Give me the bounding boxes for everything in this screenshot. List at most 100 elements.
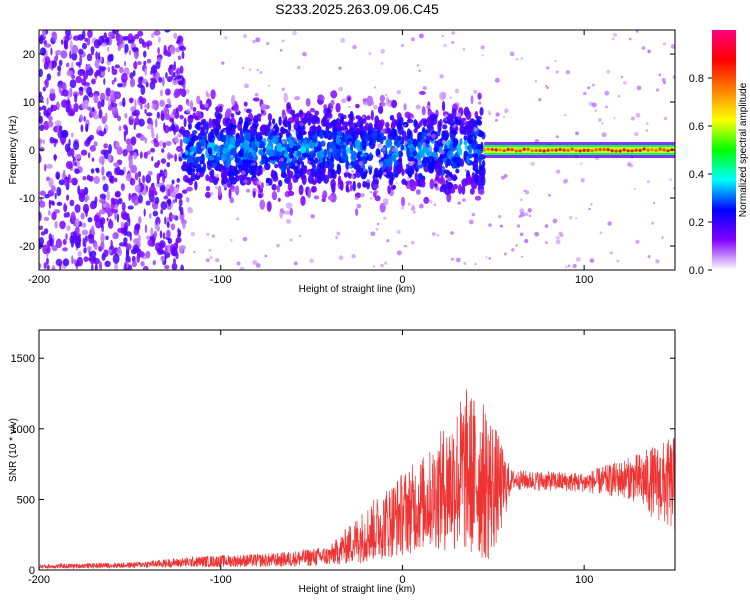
spectrogram-cell xyxy=(255,262,261,268)
spectrogram-cell xyxy=(217,163,224,172)
spectrogram-cell xyxy=(75,75,82,84)
spectrogram-cell xyxy=(385,121,390,129)
spectrogram-cell xyxy=(555,135,559,139)
spectrogram-cell xyxy=(179,114,184,120)
spectrogram-cell xyxy=(66,225,71,232)
spectrogram-cell xyxy=(488,112,491,116)
spectrogram-cell xyxy=(137,234,141,243)
spectrogram-cell xyxy=(466,134,474,145)
spectrogram-cell xyxy=(71,255,74,265)
spectrogram-cell xyxy=(200,118,207,125)
spectrogram-cell xyxy=(228,169,235,181)
spectrogram-cell xyxy=(383,171,387,176)
spectrogram-cell xyxy=(72,35,80,41)
spectrogram-cell xyxy=(166,230,171,238)
spectrogram-cell xyxy=(380,102,386,107)
spectrogram-cell xyxy=(280,161,287,173)
spectrogram-cell xyxy=(294,169,301,180)
spectrogram-cell xyxy=(307,171,311,175)
spectrogram-cell xyxy=(293,165,299,171)
spectrogram-cell xyxy=(470,95,474,105)
spectrogram-cell xyxy=(39,142,42,148)
spectrogram-cell xyxy=(655,88,660,92)
spectrogram-cell xyxy=(48,115,53,122)
spectrogram-cell xyxy=(63,39,68,49)
spectrogram-cell xyxy=(330,90,338,99)
spectrogram-cell xyxy=(635,239,640,244)
spectrogram-cell xyxy=(503,174,508,178)
spectrogram-cell xyxy=(84,37,88,42)
spectrogram-cell xyxy=(55,171,61,180)
spectrogram-line-dot xyxy=(618,149,622,153)
spectrogram-cell xyxy=(160,255,166,262)
spectrogram-cell xyxy=(410,206,416,211)
spectrogram-cell xyxy=(417,132,423,142)
spectrogram-cell xyxy=(93,93,99,104)
spectrogram-cell xyxy=(166,76,173,83)
spectrogram-cell xyxy=(351,150,357,161)
spectrogram-cell xyxy=(57,71,61,77)
spectrogram-cell xyxy=(207,160,212,171)
spectrogram-cell xyxy=(434,180,438,184)
spectrogram-cell xyxy=(318,162,325,169)
spectrogram-cell xyxy=(159,140,164,147)
spectrogram-cell xyxy=(336,231,341,236)
spectrogram-line-dot xyxy=(610,149,614,153)
spectrogram-cell xyxy=(137,170,142,178)
spectrogram-line-dot xyxy=(514,149,518,153)
spectrogram-cell xyxy=(407,202,411,206)
spectrogram-cell xyxy=(568,215,573,220)
spectrogram-cell xyxy=(304,112,309,124)
spectrogram-cell xyxy=(252,260,258,265)
spectrogram-line-dot xyxy=(518,149,522,153)
snr-xtick-label: -200 xyxy=(28,574,50,586)
spectrogram-cell xyxy=(337,130,343,137)
spectrogram-cell xyxy=(69,50,72,60)
spectrogram-cell xyxy=(190,172,197,182)
spectrogram-cell xyxy=(140,97,147,105)
spectrogram-cell xyxy=(205,174,210,182)
spectrogram-cell xyxy=(48,200,55,205)
spectrogram-cell xyxy=(186,102,191,106)
spectrogram-cell xyxy=(436,138,444,147)
spectrogram-cell xyxy=(159,230,163,239)
spectrogram-cell xyxy=(452,129,458,135)
spectrogram-cell xyxy=(81,222,87,228)
spectrogram-cell xyxy=(76,256,83,267)
spectrogram-cell xyxy=(174,75,182,80)
spectrogram-cell xyxy=(159,184,166,193)
spectrogram-cell xyxy=(137,61,142,66)
spectrogram-cell xyxy=(61,82,66,90)
spectrogram-cell xyxy=(209,256,213,259)
spectrogram-cell xyxy=(66,98,71,108)
spectrogram-cell xyxy=(155,216,161,226)
spectrogram-cell xyxy=(404,244,408,248)
spectrogram-cell xyxy=(183,117,187,128)
spectrogram-cell xyxy=(281,110,286,120)
spectrogram-cell xyxy=(421,142,426,147)
spectrogram-cell xyxy=(101,99,105,107)
spectrogram-cell xyxy=(480,45,485,50)
spectrogram-cell xyxy=(616,259,620,263)
spectrogram-cell xyxy=(207,131,213,143)
spectrogram-cell xyxy=(611,37,615,41)
spectrogram-cell xyxy=(461,185,466,195)
spectrogram-cell xyxy=(252,162,256,166)
spectrogram-cell xyxy=(86,86,93,96)
spectrogram-cell xyxy=(125,173,132,182)
spectrogram-cell xyxy=(111,79,115,85)
spectrogram-cell xyxy=(264,162,271,171)
spectrogram-cell xyxy=(129,178,136,186)
spectrogram-cell xyxy=(368,164,372,168)
spectrogram-cell xyxy=(208,175,216,183)
spectrogram-cell xyxy=(461,130,469,136)
spectrogram-cell xyxy=(363,168,367,172)
spectrogram-cell xyxy=(296,144,302,150)
spectrogram-cell xyxy=(164,113,171,121)
spectrogram-cell xyxy=(87,136,93,142)
spectrogram-cell xyxy=(112,232,119,240)
spectrogram-cell xyxy=(301,161,305,168)
spectrogram-cell xyxy=(61,99,68,108)
spectrogram-cell xyxy=(421,175,426,182)
